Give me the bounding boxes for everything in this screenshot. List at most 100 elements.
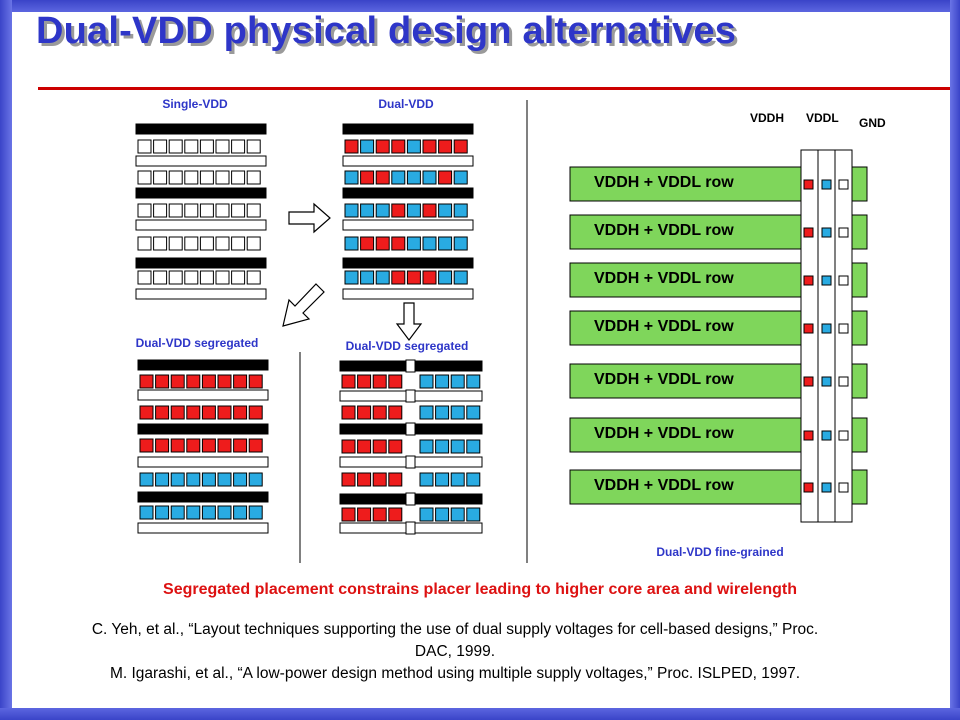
caption-dual-vdd-fine-grained: Dual-VDD fine-grained	[656, 545, 784, 559]
frame-left	[0, 0, 12, 720]
standard-cell	[153, 236, 168, 251]
mixed-cell	[438, 203, 453, 218]
mixed-cell	[391, 203, 406, 218]
reference-1-text-cont: DAC, 1999.	[414, 643, 496, 660]
standard-cell	[184, 270, 199, 285]
power-rail-bar	[342, 187, 474, 199]
low-vdd-cell	[233, 472, 248, 487]
high-vdd-cell	[139, 405, 154, 420]
caption-dual-vdd: Dual-VDD	[378, 97, 434, 111]
high-vdd-cell	[388, 507, 403, 522]
low-vdd-cell	[201, 472, 216, 487]
mixed-cell	[406, 203, 421, 218]
mixed-cell	[391, 236, 406, 251]
fine-grained-layout	[569, 149, 868, 523]
low-vdd-cell	[186, 472, 201, 487]
vddl-pin	[821, 376, 832, 387]
high-vdd-cell	[341, 507, 356, 522]
standard-cell	[215, 270, 230, 285]
standard-cell	[153, 270, 168, 285]
high-vdd-cell	[201, 374, 216, 389]
low-vdd-cell	[435, 374, 450, 389]
reference-1-line-1: C. Yeh, et al., “Layout techniques suppo…	[0, 620, 910, 639]
low-vdd-cell	[466, 507, 481, 522]
standard-cell	[153, 170, 168, 185]
high-vdd-cell	[372, 472, 387, 487]
mixed-cell	[391, 170, 406, 185]
rail-gap	[405, 359, 416, 373]
row-label-5: VDDH + VDDL row	[594, 371, 734, 388]
slide-title: Dual-VDD physical design alternatives	[36, 10, 737, 52]
rail-label-vddl: VDDL	[806, 111, 839, 125]
low-vdd-cell	[450, 374, 465, 389]
rail-gap	[405, 521, 416, 535]
high-vdd-cell	[139, 438, 154, 453]
standard-cell	[215, 203, 230, 218]
high-vdd-cell	[248, 405, 263, 420]
mixed-cell	[438, 139, 453, 154]
low-vdd-cell	[139, 505, 154, 520]
gnd-pin	[838, 376, 849, 387]
low-vdd-cell	[450, 439, 465, 454]
empty-row	[342, 155, 474, 167]
gnd-pin	[838, 227, 849, 238]
mixed-cell	[422, 270, 437, 285]
empty-row	[137, 522, 269, 534]
vddl-pin	[821, 323, 832, 334]
high-vdd-cell	[201, 405, 216, 420]
standard-cell	[153, 203, 168, 218]
high-vdd-cell	[372, 439, 387, 454]
low-vdd-cell	[466, 439, 481, 454]
empty-row	[342, 288, 474, 300]
power-rail-bar	[135, 123, 267, 135]
caption-single-vdd: Single-VDD	[162, 97, 228, 111]
standard-cell	[184, 203, 199, 218]
high-vdd-cell	[372, 507, 387, 522]
high-vdd-cell	[372, 405, 387, 420]
low-vdd-cell	[419, 374, 434, 389]
gnd-pin	[838, 482, 849, 493]
standard-cell	[137, 236, 152, 251]
standard-cell	[246, 170, 261, 185]
vddl-rail	[817, 149, 836, 523]
conclusion-statement: Segregated placement constrains placer l…	[163, 581, 797, 598]
power-rail-bar	[342, 257, 474, 269]
high-vdd-cell	[248, 374, 263, 389]
standard-cell	[137, 139, 152, 154]
row-label-4: VDDH + VDDL row	[594, 318, 734, 335]
vddh-rail	[800, 149, 819, 523]
high-vdd-cell	[233, 374, 248, 389]
caption-dual-vdd-segregated-right: Dual-VDD segregated	[345, 339, 469, 353]
high-vdd-cell	[341, 405, 356, 420]
high-vdd-cell	[139, 374, 154, 389]
mixed-cell	[453, 236, 468, 251]
standard-cell	[215, 236, 230, 251]
high-vdd-cell	[233, 405, 248, 420]
standard-cell	[231, 203, 246, 218]
high-vdd-cell	[341, 472, 356, 487]
arrow-right-icon	[288, 202, 331, 234]
mixed-cell	[360, 170, 375, 185]
high-vdd-cell	[217, 374, 232, 389]
standard-cell	[246, 139, 261, 154]
row-label-1: VDDH + VDDL row	[594, 174, 734, 191]
mixed-cell	[375, 236, 390, 251]
high-vdd-cell	[186, 374, 201, 389]
high-vdd-cell	[357, 439, 372, 454]
low-vdd-cell	[450, 405, 465, 420]
standard-cell	[168, 236, 183, 251]
power-rail-bar	[137, 359, 269, 371]
mixed-cell	[406, 270, 421, 285]
frame-top	[0, 0, 960, 12]
standard-cell	[137, 270, 152, 285]
power-rail-bar	[342, 123, 474, 135]
empty-row	[137, 456, 269, 468]
standard-cell	[231, 139, 246, 154]
vddl-pin	[821, 227, 832, 238]
low-vdd-cell	[419, 472, 434, 487]
mixed-cell	[360, 203, 375, 218]
arrow-down-icon	[395, 302, 423, 341]
placement-blocks	[135, 123, 483, 535]
high-vdd-cell	[357, 405, 372, 420]
high-vdd-cell	[357, 374, 372, 389]
